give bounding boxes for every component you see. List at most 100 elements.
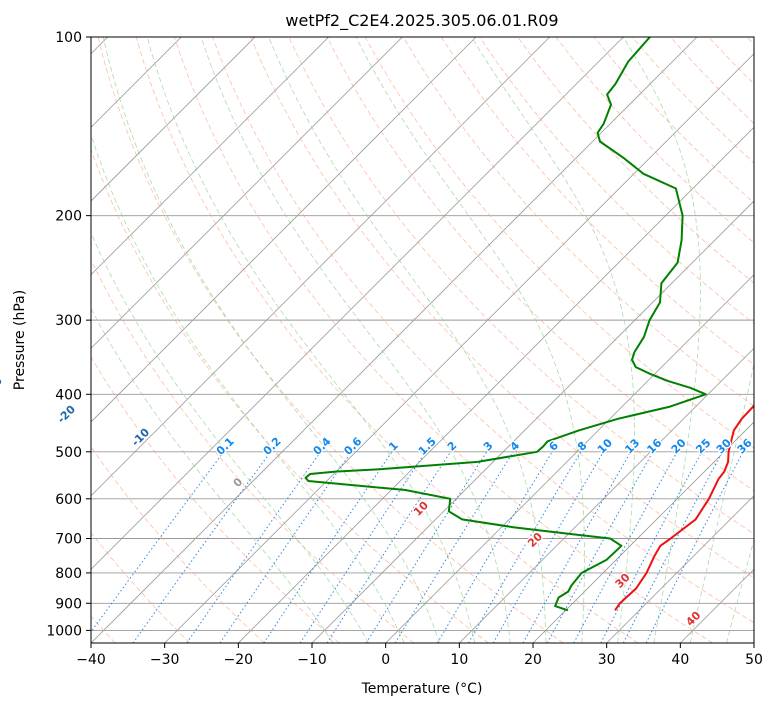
mixing-ratio-line — [132, 451, 272, 643]
series-layer — [304, 37, 754, 612]
dry-adiabat-line — [746, 37, 754, 45]
y-tick-label: 900 — [55, 596, 82, 612]
dry-adiabat-line — [670, 37, 754, 124]
dry-adiabat-line — [402, 37, 754, 407]
dry-adiabat-line — [250, 37, 754, 579]
isotherm-line — [91, 37, 403, 349]
plot-area — [91, 37, 754, 643]
mixing-ratio-label: 25 — [693, 436, 713, 456]
isotherm-line — [459, 347, 754, 643]
mixing-ratio-line — [365, 451, 488, 643]
dry-adiabat-line — [97, 37, 564, 643]
isotherm-line — [532, 421, 754, 643]
isotherm-line — [91, 37, 477, 423]
mixing-ratio-line — [326, 451, 452, 643]
moist-adiabat-line — [91, 133, 405, 643]
mixing-ratio-label: 36 — [735, 436, 755, 456]
plot-frame — [90, 36, 755, 644]
y-tick-label: 200 — [55, 209, 82, 225]
mixing-ratio-line — [645, 451, 744, 643]
isotherm-line — [238, 126, 754, 643]
moist-adiabat-line — [471, 37, 635, 643]
moist-adiabat-line — [91, 232, 370, 643]
mixing-ratio-line — [91, 451, 225, 633]
moist-adiabat-line — [102, 37, 440, 643]
moist-adiabat-line — [200, 37, 511, 643]
x-tick-label: 10 — [450, 652, 468, 668]
mixing-ratio-line — [436, 451, 553, 643]
dry-adiabat-label: -20 — [55, 403, 78, 426]
moist-adiabat-line — [268, 37, 547, 643]
mixing-ratio-line — [468, 451, 582, 643]
moist-adiabat-line — [689, 362, 754, 643]
mixing-ratio-label: 16 — [644, 436, 664, 456]
y-axis-label: Pressure (hPa) — [12, 290, 28, 390]
moist-adiabat-line — [726, 538, 754, 643]
mixing-ratio-line — [573, 451, 678, 643]
mixing-ratio-line — [622, 451, 723, 643]
isotherm-line — [606, 495, 754, 643]
dry-adiabat-line — [479, 37, 754, 325]
mixing-ratio-label: 10 — [595, 436, 615, 456]
x-tick-label: 20 — [524, 652, 542, 668]
dry-adiabat-line — [91, 258, 415, 643]
moist-adiabat-line — [355, 37, 585, 643]
dry-adiabat-line — [708, 37, 754, 85]
dry-adiabat-line — [91, 356, 340, 643]
mixing-ratio-label: 0.6 — [341, 435, 364, 458]
dry-adiabat-label: 0 — [231, 475, 246, 490]
y-tick-label: 400 — [55, 387, 82, 403]
dry-adiabat-label: -30 — [0, 374, 5, 397]
isotherm-line — [91, 37, 698, 643]
mixing-ratio-line — [186, 451, 322, 643]
dry-adiabat-line — [555, 37, 754, 244]
mixing-ratio-line — [219, 451, 352, 643]
isotherm-line — [385, 274, 754, 643]
mixing-ratio-label: 1.5 — [416, 435, 439, 458]
dry-adiabat-line — [135, 37, 639, 643]
dry-adiabat-line — [91, 148, 489, 643]
dry-adiabat-line — [326, 37, 754, 492]
x-tick-label: 30 — [598, 652, 616, 668]
dry-adiabat-line — [364, 37, 754, 449]
y-tick-label: 500 — [55, 445, 82, 461]
moist-adiabat-label: 20 — [525, 530, 545, 550]
y-tick-label: 300 — [55, 313, 82, 329]
isotherm-line — [680, 568, 754, 643]
dry-adiabat-line — [517, 37, 754, 284]
y-tick-label: 1000 — [46, 623, 82, 639]
dry-adiabat-line — [441, 37, 754, 366]
dry-adiabat-line — [212, 37, 754, 624]
isotherm-line — [91, 37, 256, 202]
x-tick-label: −30 — [150, 652, 180, 668]
x-tick-label: 0 — [381, 652, 390, 668]
isotherm-line — [753, 642, 754, 643]
y-tick-label: 800 — [55, 566, 82, 582]
moist-adiabat-label: 40 — [683, 608, 703, 628]
x-tick-label: −20 — [224, 652, 254, 668]
x-axis-label: Temperature (°C) — [361, 681, 483, 697]
moist-adiabat-line — [622, 37, 701, 643]
dry-adiabat-label: -10 — [129, 425, 152, 448]
x-tick-label: −40 — [76, 652, 106, 668]
dry-adiabat-line — [173, 37, 713, 643]
moist-adiabat-label: 30 — [613, 571, 633, 591]
x-tick-label: −10 — [297, 652, 327, 668]
dry-adiabat-line — [91, 446, 265, 643]
isotherm-line — [164, 53, 754, 643]
dry-adiabat-line — [91, 531, 191, 643]
isotherm-line — [91, 37, 329, 276]
mixing-ratio-line — [263, 451, 393, 643]
y-tick-label: 100 — [55, 30, 82, 46]
x-tick-label: 40 — [671, 652, 689, 668]
x-tick-label: 50 — [745, 652, 763, 668]
mixing-ratio-line — [522, 451, 632, 643]
dewpoint-profile-line — [304, 37, 707, 612]
isotherm-line — [311, 200, 754, 643]
isotherm-line — [91, 37, 550, 497]
mixing-ratio-line — [299, 451, 427, 643]
y-tick-label: 700 — [55, 532, 82, 548]
dry-adiabat-line — [593, 37, 754, 204]
axes: −40 −30 −20 −10 0 10 20 30 40 5010020030040050060… — [46, 30, 763, 668]
mixing-ratio-line — [600, 451, 703, 643]
